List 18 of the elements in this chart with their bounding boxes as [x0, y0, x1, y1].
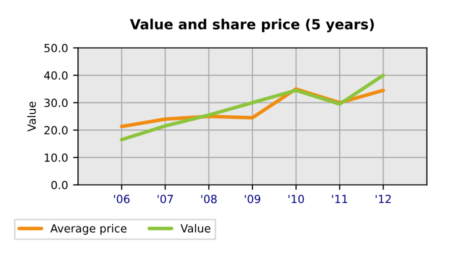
- y-tick-label: 50.0: [44, 44, 68, 52]
- chart-title: Value and share price (5 years): [130, 18, 374, 32]
- y-axis-title: Value: [27, 102, 36, 132]
- x-tick-label: '09: [244, 194, 260, 204]
- y-tick-label: 0.0: [51, 180, 68, 190]
- x-tick-label: '07: [158, 194, 173, 204]
- y-tick-label: 30.0: [44, 98, 68, 108]
- y-tick-label: 20.0: [44, 126, 68, 134]
- x-tick-label: '11: [332, 194, 348, 204]
- x-tick-label: '06: [114, 194, 130, 204]
- y-tick-label: 10.0: [44, 153, 68, 162]
- x-tick-label: '12: [376, 194, 391, 204]
- x-tick-label: '08: [201, 194, 217, 204]
- x-tick-label: '10: [288, 194, 304, 204]
- line-series: [120, 74, 385, 142]
- y-tick-label: 40.0: [44, 71, 68, 80]
- legend-label: Value: [180, 224, 210, 233]
- legend-label: Average price: [50, 224, 127, 235]
